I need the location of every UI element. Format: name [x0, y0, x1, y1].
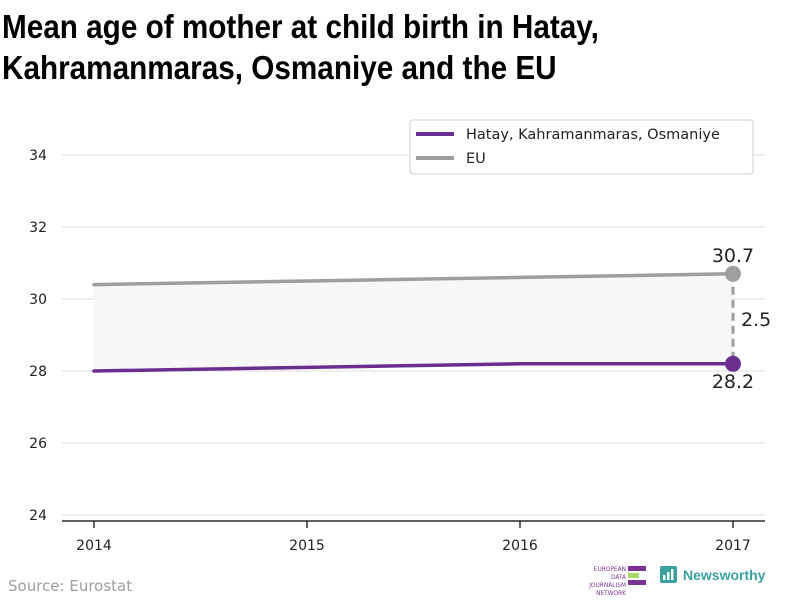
axes: 24 26 28 30 32 34 2014 2015 2016 2017	[29, 148, 765, 554]
difference-band-fill	[94, 273, 733, 371]
difference-band	[94, 273, 733, 371]
eu-last-value-label: 30.7	[712, 245, 754, 267]
y-tick-label: 32	[29, 220, 47, 236]
eu-series-line	[92, 272, 735, 287]
ejn-bar	[628, 573, 639, 578]
difference-label: 2.5	[741, 309, 771, 331]
hatay-series-line	[92, 362, 735, 373]
newsworthy-logo: Newsworthy	[660, 566, 765, 583]
y-tick-label: 28	[29, 364, 47, 380]
hatay-end-point	[725, 355, 741, 372]
annotations: 30.7 28.2 2.5	[712, 245, 771, 393]
ejn-logo-bars	[628, 566, 646, 587]
x-tick-label: 2017	[715, 538, 751, 554]
y-tick-label: 26	[29, 436, 47, 452]
title-line-1: Mean age of mother at child birth in Hat…	[2, 8, 599, 45]
legend-box	[409, 119, 754, 175]
legend-label: EU	[466, 151, 486, 167]
y-tick-label: 24	[29, 508, 47, 524]
ejn-bar	[628, 580, 646, 585]
chart-title: Mean age of mother at child birth in Hat…	[2, 6, 704, 88]
y-tick-label: 30	[29, 292, 47, 308]
newsworthy-label: Newsworthy	[683, 566, 766, 583]
x-tick-label: 2015	[289, 538, 325, 554]
x-tick-label: 2016	[502, 538, 538, 554]
legend: Hatay, Kahramanmaras, Osmaniye EU	[409, 119, 754, 175]
hatay-last-value-label: 28.2	[712, 371, 754, 393]
eu-end-point	[725, 265, 741, 282]
ejn-line-1: EUROPEAN	[593, 565, 626, 573]
ejn-bar	[628, 566, 646, 571]
y-tick-label: 34	[29, 148, 47, 164]
title-line-2: Kahramanmaras, Osmaniye and the EU	[2, 49, 557, 86]
legend-label: Hatay, Kahramanmaras, Osmaniye	[466, 127, 720, 143]
ejn-line-2: DATA JOURNALISM	[589, 573, 626, 589]
newsworthy-chart-icon	[660, 566, 677, 583]
ejn-logo-text: EUROPEAN DATA JOURNALISM NETWORK	[586, 565, 626, 597]
ejn-line-3: NETWORK	[596, 589, 626, 597]
series-lines	[92, 272, 735, 373]
x-tick-label: 2014	[76, 538, 112, 554]
ejn-logo: EUROPEAN DATA JOURNALISM NETWORK	[586, 565, 650, 597]
source-note: Source: Eurostat	[8, 577, 133, 595]
